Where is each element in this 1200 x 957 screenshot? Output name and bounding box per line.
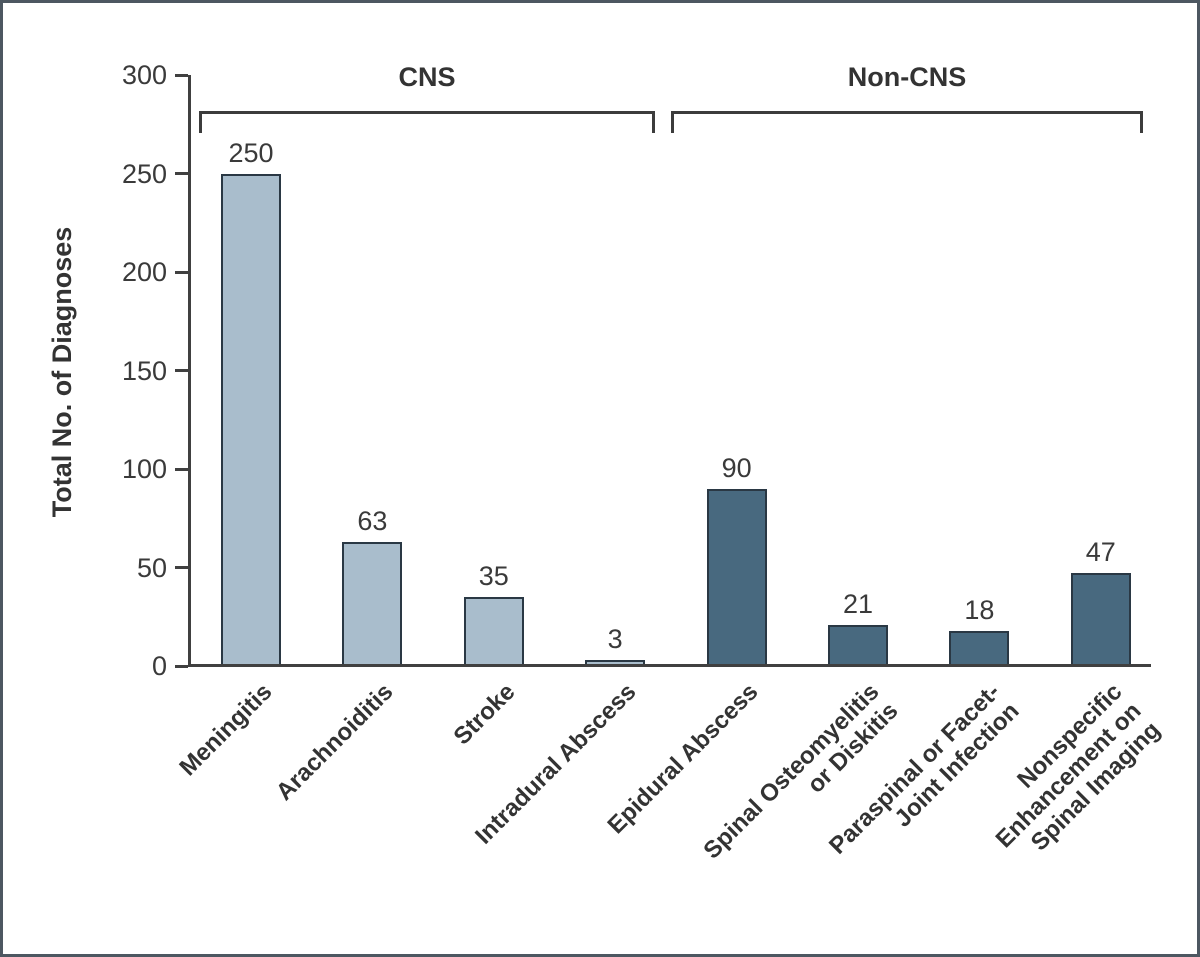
y-tick-label: 100 xyxy=(121,454,167,484)
x-category-label: Epidural Abscess xyxy=(602,678,763,840)
y-tick-label: 50 xyxy=(136,552,167,583)
cns-bracket-left-tick xyxy=(199,111,202,133)
cns-bracket-right-tick xyxy=(652,111,655,133)
bar-value-label: 18 xyxy=(964,594,995,625)
y-tick-mark xyxy=(175,467,188,471)
bar-arachnoiditis xyxy=(342,541,403,666)
bar-value-label: 21 xyxy=(842,588,874,619)
y-tick-mark xyxy=(175,73,188,77)
bar-nonspecific xyxy=(1070,573,1131,666)
group-label-non-cns: Non-CNS xyxy=(847,62,967,92)
bar-value-label: 47 xyxy=(1085,537,1116,568)
cns-bracket-line xyxy=(199,111,655,114)
bar-value-label: 35 xyxy=(478,561,509,592)
bar-value-label: 90 xyxy=(721,452,752,483)
y-tick-label: 200 xyxy=(121,257,167,287)
bar-value-label: 63 xyxy=(357,505,388,536)
bar-meningitis xyxy=(221,173,281,666)
y-tick-mark xyxy=(175,270,188,274)
x-category-label: Stroke xyxy=(448,678,521,751)
x-axis-line xyxy=(188,664,1151,667)
y-tick-mark xyxy=(175,566,188,569)
non-cns-bracket-left-tick xyxy=(671,111,674,133)
y-tick-label: 0 xyxy=(151,651,167,681)
bar-value-label: 250 xyxy=(228,137,274,168)
bar-stroke xyxy=(463,597,524,666)
non-cns-bracket-line xyxy=(671,111,1143,114)
x-category-label: Arachnoiditis xyxy=(271,678,399,806)
y-axis-title: Total No. of Diagnoses xyxy=(47,226,77,518)
y-tick-mark xyxy=(175,664,188,668)
group-label-cns: CNS xyxy=(398,62,456,92)
x-category-label: Intradural Abscess xyxy=(470,678,642,850)
y-tick-label: 150 xyxy=(121,355,167,386)
bar-spinal-osteomyelitis xyxy=(828,624,888,666)
y-tick-label: 250 xyxy=(121,158,167,189)
bar-paraspinal-or-facet- xyxy=(949,630,1010,666)
y-tick-mark xyxy=(175,369,188,372)
y-tick-label: 300 xyxy=(121,60,167,90)
y-axis-line xyxy=(188,75,191,667)
x-category-label: Meningitis xyxy=(174,678,278,782)
bar-epidural-abscess xyxy=(706,488,767,666)
non-cns-bracket-right-tick xyxy=(1140,111,1143,133)
bar-value-label: 3 xyxy=(607,624,623,655)
y-tick-mark xyxy=(175,172,188,175)
